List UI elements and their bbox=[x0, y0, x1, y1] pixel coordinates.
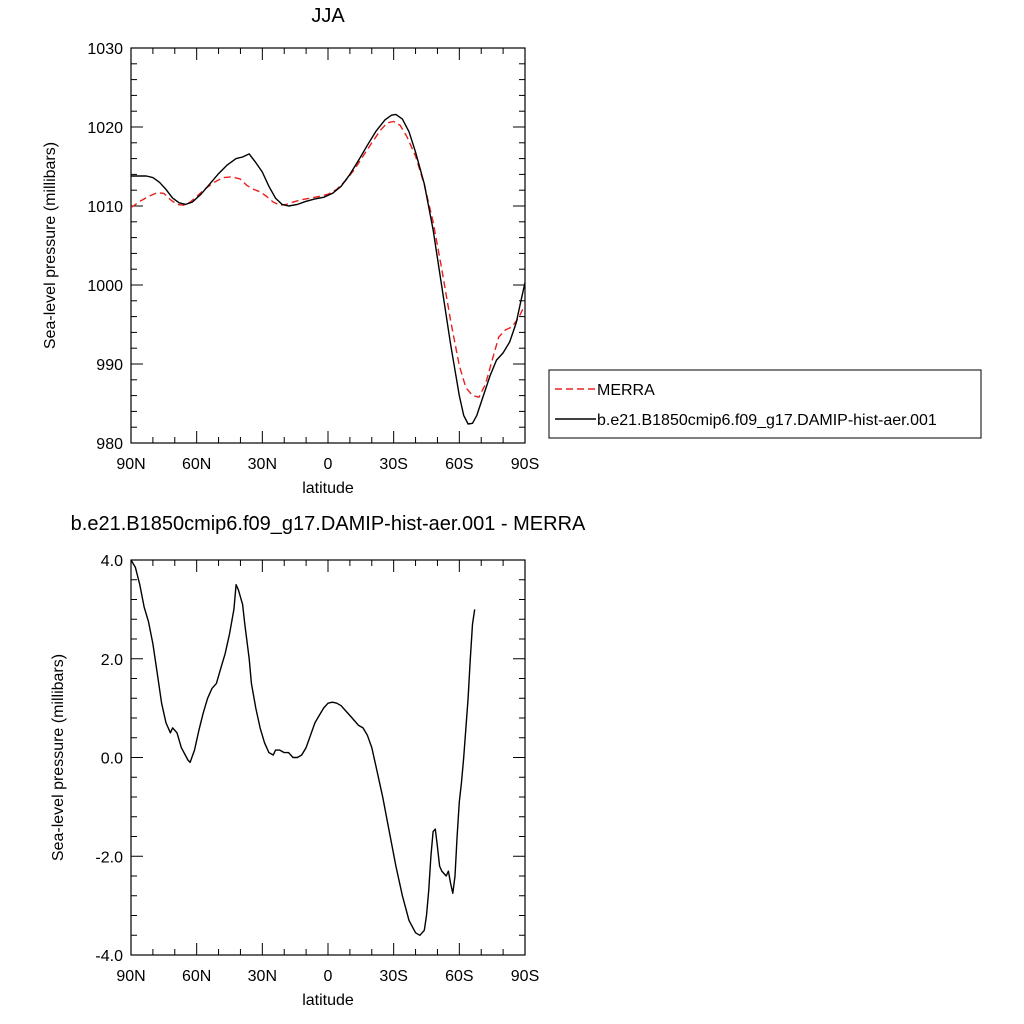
y-tick-label: 1000 bbox=[87, 278, 123, 295]
x-tick-label: 60S bbox=[445, 456, 473, 473]
x-tick-label: 60N bbox=[182, 456, 211, 473]
y-tick-label: -4.0 bbox=[95, 948, 123, 965]
x-axis-label: latitude bbox=[302, 992, 354, 1009]
y-tick-label: 2.0 bbox=[101, 652, 123, 669]
series-line-0 bbox=[131, 120, 525, 398]
legend-box bbox=[548, 369, 982, 439]
x-tick-label: 30N bbox=[248, 968, 277, 985]
y-tick-label: 0.0 bbox=[101, 751, 123, 768]
legend: MERRA b.e21.B1850cmip6.f09_g17.DAMIP-hist… bbox=[548, 369, 982, 439]
x-tick-label: 0 bbox=[324, 456, 333, 473]
x-tick-label: 30N bbox=[248, 456, 277, 473]
y-tick-label: 1020 bbox=[87, 120, 123, 137]
chart-title: b.e21.B1850cmip6.f09_g17.DAMIP-hist-aer.… bbox=[71, 513, 586, 535]
plot-frame bbox=[130, 47, 526, 444]
y-axis-label: Sea-level pressure (millibars) bbox=[50, 654, 67, 861]
x-tick-label: 30S bbox=[379, 968, 407, 985]
x-tick-label: 90N bbox=[116, 968, 145, 985]
series-line-0 bbox=[131, 560, 476, 936]
y-tick-label: -2.0 bbox=[95, 849, 123, 866]
x-tick-label: 90N bbox=[116, 456, 145, 473]
x-tick-label: 60N bbox=[182, 968, 211, 985]
y-tick-label: 980 bbox=[96, 436, 123, 453]
legend-label-1: b.e21.B1850cmip6.f09_g17.DAMIP-hist-aer.… bbox=[597, 412, 937, 429]
x-tick-label: 0 bbox=[324, 968, 333, 985]
x-tick-label: 60S bbox=[445, 968, 473, 985]
x-tick-label: 30S bbox=[379, 456, 407, 473]
plot-frame bbox=[130, 559, 526, 956]
y-tick-label: 990 bbox=[96, 357, 123, 374]
slp-difference-chart: b.e21.B1850cmip6.f09_g17.DAMIP-hist-aer.… bbox=[50, 513, 586, 1009]
y-tick-label: 4.0 bbox=[101, 553, 123, 570]
x-tick-label: 90S bbox=[511, 968, 539, 985]
legend-label-0: MERRA bbox=[597, 382, 655, 399]
chart-title: JJA bbox=[311, 5, 345, 27]
x-axis-label: latitude bbox=[302, 480, 354, 497]
y-axis-label: Sea-level pressure (millibars) bbox=[42, 142, 59, 349]
series-line-1 bbox=[131, 113, 525, 425]
x-tick-label: 90S bbox=[511, 456, 539, 473]
y-tick-label: 1010 bbox=[87, 199, 123, 216]
slp-chart: JJA 90N 60N 30N 0 30S 60S 90S 980 990 1000 1010 1020… bbox=[42, 5, 982, 497]
y-tick-label: 1030 bbox=[87, 41, 123, 58]
